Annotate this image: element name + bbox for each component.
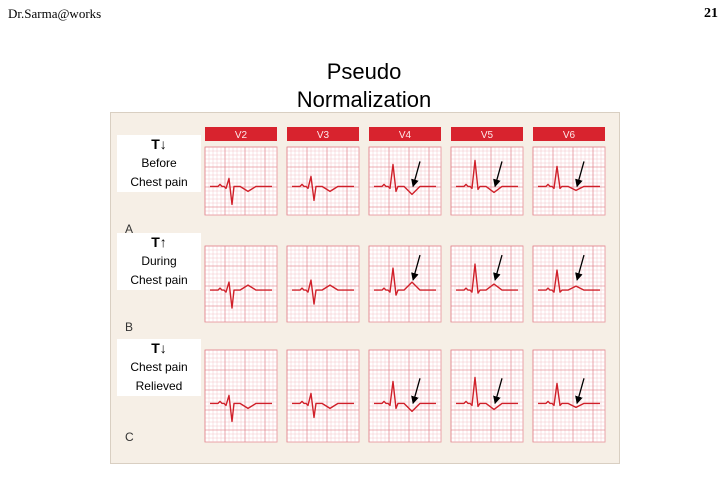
grid-major-b-v5	[450, 245, 523, 322]
ecg-trace-b-v4	[374, 267, 436, 296]
row-c-caption-2: Relieved	[135, 379, 183, 393]
ecg-trace-c-v5	[456, 376, 518, 411]
row-a-label: T↓ Before Chest pain	[117, 135, 201, 192]
ecg-trace-a-v6	[538, 165, 600, 192]
row-c-label: T↓ Chest pain Relieved	[117, 339, 201, 396]
ecg-trace-c-v6	[538, 382, 600, 409]
t-wave-arrow-c-v6	[575, 378, 585, 405]
lead-bar-v3	[287, 127, 359, 141]
lead-label-v2: V2	[235, 130, 248, 141]
row-c-caption-1: Chest pain	[130, 360, 188, 374]
page-number: 21	[704, 6, 718, 21]
t-wave-arrow-a-v6	[575, 161, 585, 188]
grid-major-b-v2	[204, 245, 277, 322]
grid-major-c-v5	[450, 349, 523, 442]
ecg-panels: V2 V3 V4 V5 V6 A B C	[125, 127, 606, 444]
row-b-caption-2: Chest pain	[130, 273, 188, 287]
ecg-trace-a-v2	[210, 177, 272, 206]
row-a-caption-1: Before	[141, 156, 177, 170]
t-wave-arrow-a-v5	[493, 161, 503, 188]
t-wave-arrow-c-v4	[411, 378, 421, 405]
title-line-2: Normalization	[296, 87, 432, 112]
grid-major-c-v2	[204, 349, 277, 442]
ecg-trace-b-v3	[292, 279, 354, 305]
lead-label-v6: V6	[563, 130, 576, 141]
row-b-caption-1: During	[141, 254, 177, 268]
ecg-trace-c-v4	[374, 380, 436, 413]
slide-title: Pseudo Normalization	[264, 58, 464, 114]
grid-major-c-v6	[532, 349, 605, 442]
row-a-caption-2: Chest pain	[130, 175, 188, 189]
lead-bar-v6	[533, 127, 605, 141]
author-credit: Dr.Sarma@works	[8, 6, 102, 21]
panel-letter-a: A	[125, 222, 133, 236]
lead-label-v4: V4	[399, 130, 412, 141]
lead-label-v5: V5	[481, 130, 494, 141]
t-wave-arrow-c-v5	[493, 378, 503, 405]
panel-letter-b: B	[125, 320, 133, 334]
ecg-trace-c-v3	[292, 392, 354, 419]
lead-bar-v4	[369, 127, 441, 141]
grid-major-b-v6	[532, 245, 605, 322]
t-wave-arrow-a-v4	[411, 161, 421, 188]
lead-label-v3: V3	[317, 130, 330, 141]
panel-letter-c: C	[125, 430, 134, 444]
t-wave-arrow-b-v5	[493, 254, 503, 281]
row-b-label: T↑ During Chest pain	[117, 233, 201, 290]
ecg-trace-b-v6	[538, 269, 600, 293]
grid-major-b-v4	[368, 245, 441, 322]
t-wave-arrow-b-v4	[411, 254, 421, 281]
row-c-t-indicator: T↓	[151, 340, 167, 356]
ecg-trace-c-v2	[210, 394, 272, 423]
ecg-trace-b-v2	[210, 281, 272, 309]
title-line-1: Pseudo	[326, 59, 402, 84]
lead-bar-v2	[205, 127, 277, 141]
ecg-trace-a-v4	[374, 163, 436, 196]
lead-bar-v5	[451, 127, 523, 141]
ecg-trace-b-v5	[456, 263, 518, 294]
t-wave-arrow-b-v6	[575, 254, 585, 281]
grid-major-c-v3	[286, 349, 359, 442]
row-b-t-indicator: T↑	[151, 234, 167, 250]
ecg-trace-a-v3	[292, 175, 354, 202]
ecg-figure: V2 V3 V4 V5 V6 A B C T↓ Before Chest pain T↑ Du…	[110, 112, 620, 464]
row-a-t-indicator: T↓	[151, 136, 167, 152]
grid-major-c-v4	[368, 349, 441, 442]
grid-major-b-v3	[286, 245, 359, 322]
ecg-trace-a-v5	[456, 159, 518, 194]
